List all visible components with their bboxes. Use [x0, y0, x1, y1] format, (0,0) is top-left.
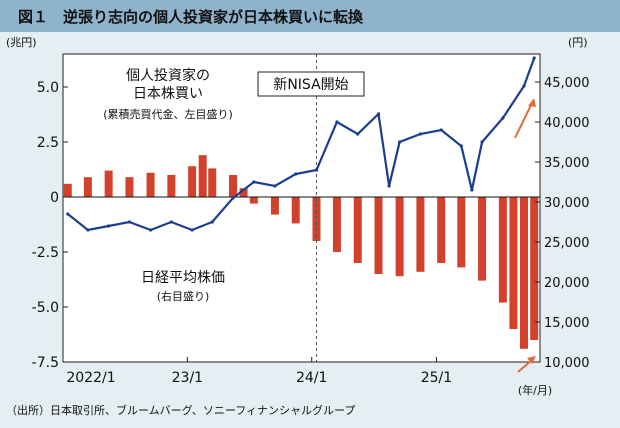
bar [104, 170, 113, 197]
x-tick-label: 2022/1 [66, 370, 115, 386]
bar [519, 197, 528, 349]
line-point [439, 128, 443, 132]
right-tick-label: 40,000 [544, 116, 590, 131]
line-point [190, 228, 194, 232]
bar [83, 177, 92, 197]
left-axis: 5.0 2.5 0 -2.5 -5.0 -7.5 [32, 80, 68, 371]
line-point [231, 196, 235, 200]
bar [437, 197, 446, 263]
bar [63, 183, 72, 197]
line-point [398, 140, 402, 144]
line-point [459, 144, 463, 148]
bar-series-note: (累積売買代金、左目盛り) [103, 107, 233, 121]
line-point [107, 224, 111, 228]
x-axis-unit: (年/月) [518, 383, 552, 397]
bar [498, 197, 507, 303]
left-tick-label: 5.0 [37, 80, 59, 96]
source-note: （出所）日本取引所、ブルームバーグ、ソニーフィナンシャルグループ [6, 403, 355, 417]
line-point [532, 56, 536, 60]
right-tick-label: 15,000 [544, 316, 590, 331]
bar [249, 197, 258, 204]
right-tick-label: 35,000 [544, 156, 590, 171]
line-series-note: (右目盛り) [157, 289, 210, 303]
bar [353, 197, 362, 263]
line-point [376, 112, 381, 116]
nikkei-line [67, 57, 536, 232]
left-tick-label: 2.5 [37, 135, 59, 151]
line-point [335, 120, 339, 124]
line-point [252, 180, 256, 184]
bar [374, 197, 383, 274]
nisa-label: 新NISA開始 [273, 77, 348, 93]
line-point [210, 220, 214, 224]
line-point [148, 228, 153, 232]
x-tick-label: 23/1 [172, 370, 203, 386]
bar [208, 168, 217, 197]
line-point [418, 132, 423, 136]
left-tick-label: -2.5 [32, 245, 59, 261]
line-point [86, 228, 90, 232]
right-axis-unit: (円) [568, 36, 588, 49]
bar [270, 197, 279, 215]
line-point [470, 188, 474, 192]
line-point [356, 132, 360, 136]
bar [291, 197, 300, 224]
line-point [480, 140, 484, 144]
bar [167, 175, 176, 197]
right-tick-label: 45,000 [544, 76, 590, 91]
bar [146, 172, 155, 197]
left-tick-label: -7.5 [32, 355, 59, 371]
x-tick-label: 24/1 [296, 370, 327, 386]
bar [530, 197, 539, 340]
line-point [501, 116, 505, 120]
down-arrow-icon [517, 356, 536, 373]
x-axis: 2022/1 23/1 24/1 25/1 [62, 357, 452, 386]
line-point [273, 184, 277, 188]
title-bar [0, 0, 620, 32]
line-point [66, 212, 70, 216]
right-tick-label: 25,000 [544, 236, 590, 251]
bar [239, 188, 248, 197]
left-tick-label: -5.0 [32, 300, 59, 316]
bar-series-label-2: 日本株買い [133, 86, 203, 102]
bar [416, 197, 425, 272]
bar [188, 166, 197, 197]
line-point [294, 172, 298, 176]
bar-series [63, 155, 539, 349]
right-tick-label: 10,000 [544, 356, 590, 371]
bar [509, 197, 518, 329]
line-point [387, 184, 391, 188]
right-axis: 45,000 40,000 35,000 30,000 25,000 20,000 15,0… [535, 76, 590, 371]
x-tick-label: 25/1 [421, 370, 452, 386]
line-point [169, 220, 173, 224]
right-tick-label: 20,000 [544, 276, 590, 291]
bar [229, 175, 238, 197]
left-tick-label: 0 [50, 190, 59, 206]
line-point [314, 168, 319, 172]
bar [457, 197, 466, 268]
up-arrow-icon [514, 98, 536, 139]
bar [478, 197, 487, 281]
bar [395, 197, 404, 277]
nisa-label-box [257, 71, 365, 97]
left-axis-unit: (兆円) [6, 36, 37, 49]
bar [198, 155, 207, 197]
line-point [127, 220, 132, 224]
line-point [522, 84, 526, 88]
chart-title: 図１ 逆張り志向の個人投資家が日本株買いに転換 [18, 8, 364, 26]
bar [332, 197, 341, 252]
right-tick-label: 30,000 [544, 196, 590, 211]
bar-series-label-1: 個人投資家の [126, 67, 210, 84]
bar [125, 177, 134, 197]
line-series-label: 日経平均株価 [141, 270, 225, 286]
